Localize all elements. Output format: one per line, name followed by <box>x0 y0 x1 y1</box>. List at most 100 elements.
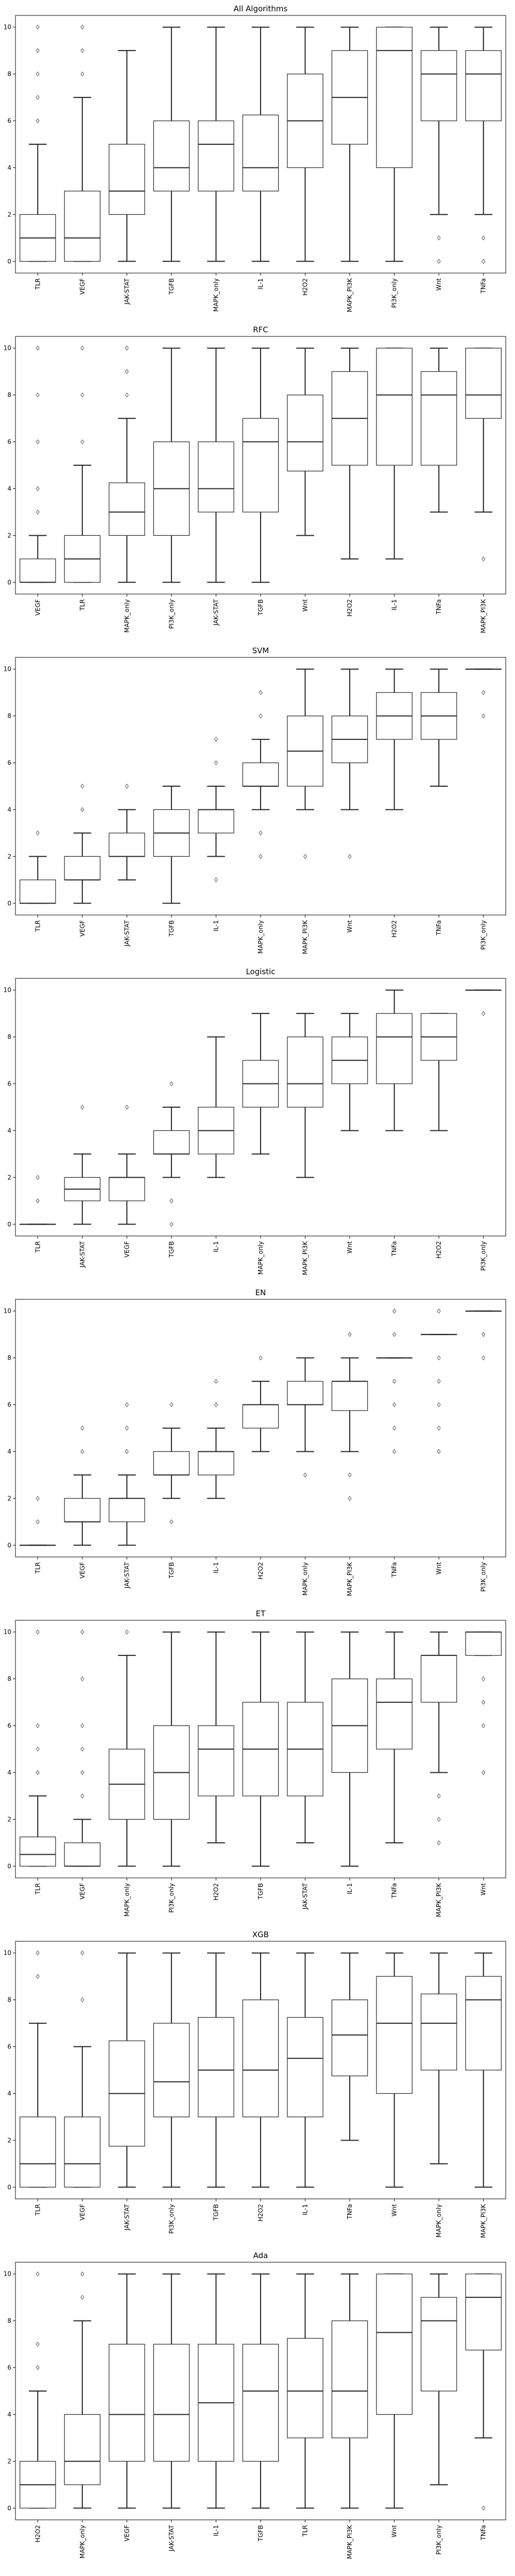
outlier-point <box>80 1629 84 1635</box>
iqr-box <box>242 1999 279 2117</box>
x-tick-label: TNFa <box>391 1562 398 1578</box>
x-tick-label: H2O2 <box>391 920 398 938</box>
iqr-box <box>198 809 234 834</box>
box-IL-1 <box>198 1379 234 1499</box>
iqr-box <box>198 120 234 192</box>
chart-panel: All Algorithms 0 2 4 6 8 10 TLR VEGF JAK-STAT TGFB… <box>4 4 506 312</box>
y-tick-label: 2 <box>7 1174 11 1181</box>
box-JAK-STAT <box>109 1402 145 1546</box>
x-tick-label: TGFB <box>212 2204 219 2221</box>
outlier-point <box>36 71 40 77</box>
iqr-box <box>465 50 502 122</box>
box-VEGF <box>109 2273 145 2509</box>
x-tick-label: MAPK_PI3K <box>302 1241 309 1275</box>
outlier-point <box>125 1105 129 1110</box>
box-H2O2 <box>331 347 368 560</box>
y-tick-label: 2 <box>7 1495 11 1502</box>
outlier-point <box>259 713 263 719</box>
outlier-point <box>392 1332 397 1337</box>
box-VEGF <box>109 1105 145 1225</box>
box-MAPK_only <box>64 2271 101 2509</box>
y-tick-label: 8 <box>7 71 11 78</box>
y-tick-label: 6 <box>7 1401 11 1409</box>
outlier-point <box>348 854 352 859</box>
x-tick-label: MAPK_only <box>257 1241 264 1275</box>
box-MAPK_only <box>287 1357 323 1478</box>
y-tick-label: 2 <box>7 211 11 218</box>
box-MAPK_only <box>242 690 279 859</box>
box-TLR <box>287 2273 323 2509</box>
iqr-box <box>64 1842 101 1867</box>
x-tick-label: Wnt <box>346 920 353 933</box>
outlier-point <box>125 345 129 351</box>
outlier-point <box>36 1950 40 1956</box>
y-tick-label: 8 <box>7 2317 11 2325</box>
y-tick-label: 0 <box>7 579 11 586</box>
x-tick-label: TLR <box>34 278 41 290</box>
outlier-point <box>482 1770 486 1775</box>
x-tick-label: TLR <box>34 1241 41 1253</box>
box-MAPK_PI3K <box>331 26 368 262</box>
iqr-box <box>420 50 457 122</box>
y-tick-label: 0 <box>7 1221 11 1228</box>
x-tick-label: Wnt <box>435 278 442 291</box>
box-H2O2 <box>376 668 413 810</box>
iqr-box <box>198 441 234 513</box>
iqr-box <box>331 2320 368 2438</box>
outlier-point <box>259 831 263 836</box>
box-IL-1 <box>376 347 413 560</box>
iqr-box <box>64 1498 101 1522</box>
iqr-box <box>153 2023 190 2117</box>
box-MAPK_only <box>242 1013 279 1155</box>
outlier-point <box>125 1402 129 1408</box>
outlier-point <box>482 235 486 241</box>
outlier-point <box>259 690 263 696</box>
iqr-box <box>153 1130 190 1155</box>
box-TGFB <box>242 2273 279 2509</box>
chart-title: SVM <box>252 646 269 655</box>
outlier-point <box>80 439 84 445</box>
box-MAPK_PI3K <box>420 1631 457 1845</box>
iqr-box <box>109 2344 145 2462</box>
outlier-point <box>36 2271 40 2277</box>
outlier-point <box>437 1426 441 1431</box>
x-tick-label: TGFB <box>168 1241 175 1258</box>
x-tick-label: MAPK_PI3K <box>346 1562 353 1596</box>
iqr-box <box>287 2017 323 2117</box>
box-TLR <box>20 1496 56 1546</box>
outlier-point <box>482 2505 486 2511</box>
box-JAK-STAT <box>64 1105 101 1225</box>
outlier-point <box>437 259 441 264</box>
y-tick-label: 10 <box>4 666 11 673</box>
box-Wnt <box>465 1631 502 1775</box>
outlier-point <box>36 345 40 351</box>
x-tick-label: JAK-STAT <box>212 599 219 626</box>
x-tick-label: TNFa <box>346 2204 353 2219</box>
box-H2O2 <box>242 1355 279 1452</box>
x-tick-label: TLR <box>34 920 41 932</box>
box-VEGF <box>64 1950 101 2188</box>
y-tick-label: 6 <box>7 438 11 446</box>
outlier-point <box>392 1379 397 1384</box>
box-JAK-STAT <box>287 1631 323 1843</box>
y-tick-label: 0 <box>7 2183 11 2191</box>
iqr-box <box>64 191 101 262</box>
outlier-point <box>392 1426 397 1431</box>
outlier-point <box>36 1629 40 1635</box>
box-VEGF <box>64 1426 101 1546</box>
outlier-point <box>482 690 486 696</box>
outlier-point <box>482 1700 486 1705</box>
box-MAPK_only <box>109 1629 145 1867</box>
x-tick-label: MAPK_only <box>79 2525 86 2558</box>
box-IL-1 <box>331 1631 368 1867</box>
box-TNFa <box>331 1952 368 2141</box>
outlier-point <box>482 1723 486 1728</box>
box-PI3K_only <box>153 1952 190 2188</box>
iqr-box <box>109 1177 145 1201</box>
outlier-point <box>348 1472 352 1478</box>
x-tick-label: MAPK_only <box>302 1562 309 1596</box>
iqr-box <box>465 2274 502 2351</box>
outlier-point <box>36 24 40 30</box>
x-tick-label: Wnt <box>391 2525 398 2537</box>
